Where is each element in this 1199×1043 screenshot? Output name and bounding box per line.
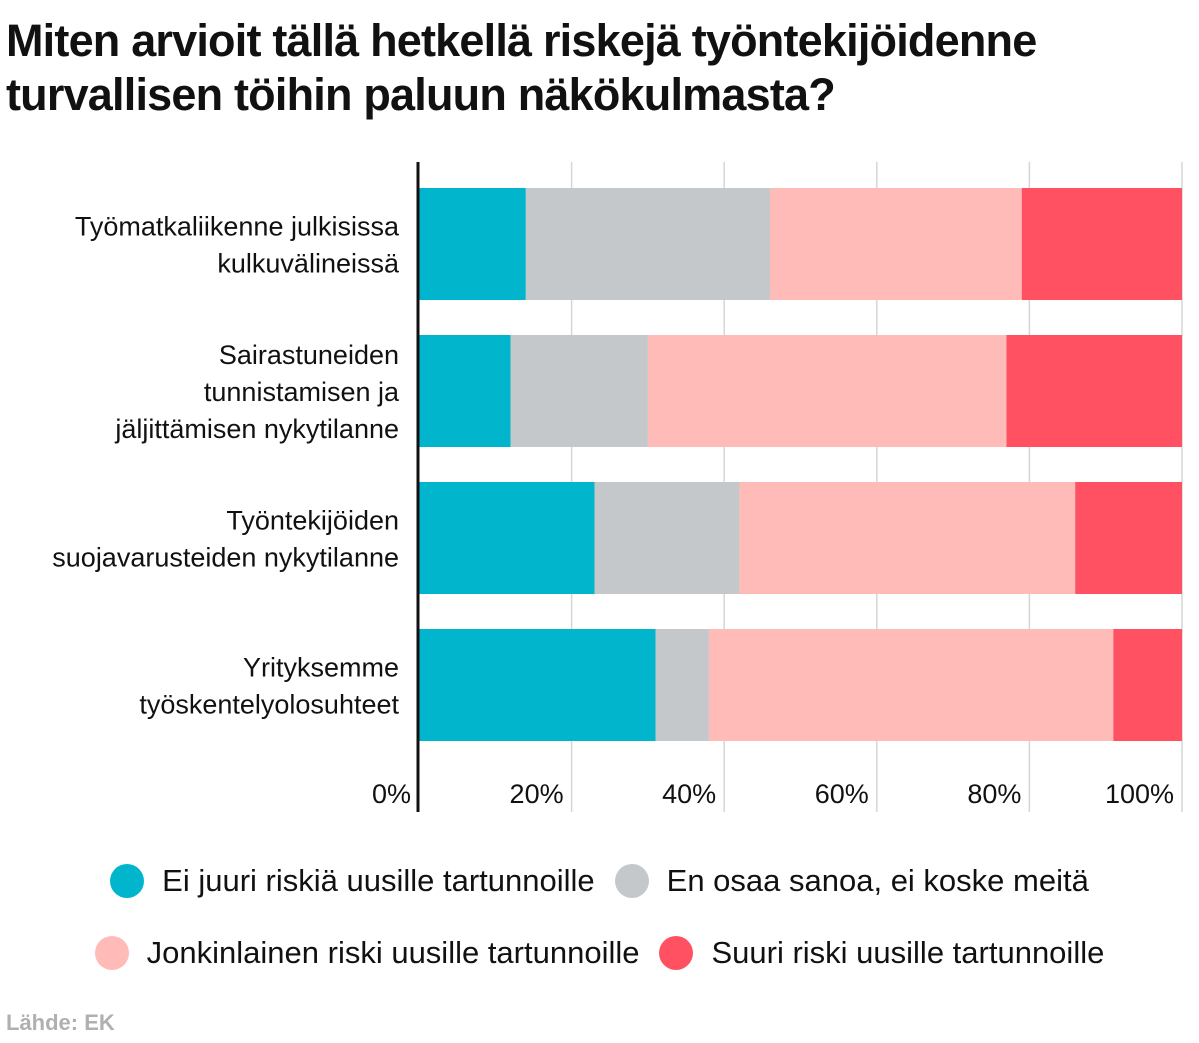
bar-segment-4-3 [708,629,1114,741]
legend-swatch [614,864,649,898]
legend-label: En osaa sanoa, ei koske meitä [666,863,1089,898]
bar-segment-2-3 [647,335,1007,447]
bar-segment-1-2 [525,188,770,300]
x-tick-label: 20% [510,779,564,809]
bar-segment-2-4 [1006,335,1182,447]
bar-segment-3-4 [1075,482,1182,594]
legend-swatch [659,936,694,970]
bar-segment-3-3 [739,482,1076,594]
legend-item-suuri-riski: Suuri riski uusille tartunnoille [659,935,1104,971]
bar-segment-4-4 [1113,629,1182,741]
legend-item-jonkinlainen-riski: Jonkinlainen riski uusille tartunnoille [94,935,640,971]
legend-row: Jonkinlainen riski uusille tartunnoille … [0,917,1199,989]
category-label: Yrityksemme työskentelyolosuhteet [139,653,399,720]
bar-segment-4-1 [419,629,656,741]
category-label: Työntekijöiden suojavarusteiden nykytilan… [52,506,399,573]
category-label: Työmatkaliikenne julkisissa kulkuvälineis… [75,212,400,279]
x-tick-label: 40% [662,779,716,809]
x-tick-label: 60% [815,779,869,809]
bar-segment-3-1 [419,482,595,594]
legend: Ei juuri riskiä uusille tartunnoille En … [0,845,1199,989]
legend-row: Ei juuri riskiä uusille tartunnoille En … [0,845,1199,917]
bar-segment-1-4 [1021,188,1182,300]
bars [419,188,1182,741]
x-tick-label: 0% [372,779,411,809]
bar-segment-4-2 [655,629,709,741]
chart-title: Miten arvioit tällä hetkellä riskejä työ… [6,15,1037,120]
category-label: Sairastuneiden tunnistamisen ja jäljittämi… [114,340,400,444]
legend-item-ei-riskia: Ei juuri riskiä uusille tartunnoille [110,863,595,899]
x-tick-label: 80% [967,779,1021,809]
x-tick-label: 100% [1105,779,1174,809]
bar-segment-3-2 [594,482,740,594]
bar-segment-1-1 [419,188,526,300]
legend-label: Suuri riski uusille tartunnoille [711,935,1105,970]
legend-label: Ei juuri riskiä uusille tartunnoille [162,863,595,898]
category-labels: Työmatkaliikenne julkisissa kulkuvälineis… [52,212,400,720]
bar-segment-2-1 [419,335,511,447]
bar-segment-2-2 [510,335,648,447]
legend-swatch [94,936,129,970]
legend-label: Jonkinlainen riski uusille tartunnoille [146,935,640,970]
x-tick-labels: 0% 20% 40% 60% 80% 100% [372,779,1174,809]
source-label: Lähde: EK [6,1010,115,1035]
bar-segment-1-3 [769,188,1022,300]
legend-item-en-osaa-sanoa: En osaa sanoa, ei koske meitä [614,863,1089,899]
legend-swatch [110,864,145,898]
